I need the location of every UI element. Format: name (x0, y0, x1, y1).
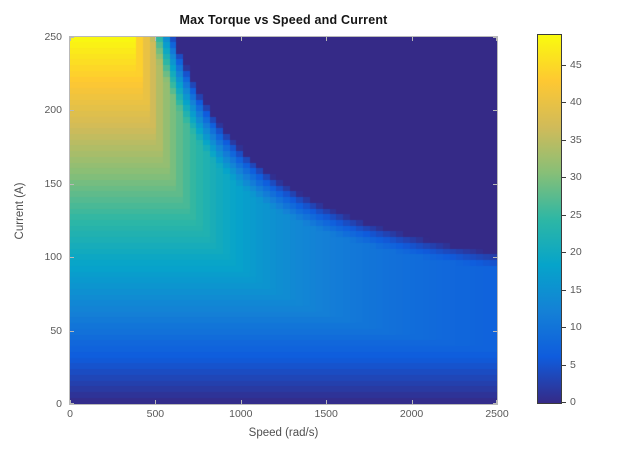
x-tick-label: 2500 (485, 408, 509, 420)
axis-tickmark (70, 257, 74, 258)
colorbar (537, 34, 562, 404)
colorbar-tickmark (562, 215, 566, 216)
axis-tickmark (493, 331, 497, 332)
colorbar-tick-label: 0 (570, 396, 576, 408)
colorbar-tickmark (562, 177, 566, 178)
y-tick-label: 0 (56, 398, 62, 410)
x-tick-label: 0 (67, 408, 73, 420)
chart-title: Max Torque vs Speed and Current (179, 13, 388, 27)
colorbar-tickmark (562, 102, 566, 103)
colorbar-tick-label: 5 (570, 358, 576, 371)
colorbar-tickmark (562, 365, 566, 366)
axis-tickmark (326, 400, 327, 404)
axis-tickmark (70, 331, 74, 332)
axis-tickmark (70, 184, 74, 185)
colorbar-tick-label: 45 (570, 58, 582, 71)
y-tick-label: 50 (50, 324, 62, 337)
axis-tickmark (493, 37, 497, 38)
axis-tickmark (241, 37, 242, 41)
colorbar-tick-label: 15 (570, 283, 582, 296)
y-tick-label: 250 (44, 31, 62, 43)
axis-tickmark (326, 37, 327, 41)
y-tick-label: 150 (44, 177, 62, 190)
axis-tickmark (70, 400, 71, 404)
axis-tickmark (70, 110, 74, 111)
axis-tickmark (412, 400, 413, 404)
axis-tickmark (496, 400, 497, 404)
y-tick-label: 200 (44, 104, 62, 117)
axis-tickmark (70, 37, 74, 38)
axis-tickmark (493, 403, 497, 404)
colorbar-tick-label: 20 (570, 246, 582, 259)
axis-tickmark (412, 37, 413, 41)
colorbar-tick-label: 25 (570, 208, 582, 221)
x-axis-label: Speed (rad/s) (248, 427, 319, 439)
x-tick-label: 2000 (399, 408, 424, 420)
colorbar-tick-label: 10 (570, 321, 582, 334)
x-tick-label: 500 (146, 408, 165, 420)
colorbar-tickmark (562, 65, 566, 66)
colorbar-tickmark (562, 140, 566, 141)
axis-tickmark (493, 184, 497, 185)
colorbar-tickmark (562, 252, 566, 253)
axis-tickmark (241, 400, 242, 404)
y-tick-label: 100 (44, 251, 62, 264)
axis-tickmark (155, 400, 156, 404)
y-axis-label: Current (A) (14, 182, 26, 240)
plot-area (69, 36, 498, 405)
colorbar-tickmark (562, 327, 566, 328)
colorbar-tickmark (562, 290, 566, 291)
x-tick-label: 1500 (314, 408, 338, 420)
axis-tickmark (70, 403, 74, 404)
axis-tickmark (496, 37, 497, 41)
colorbar-tick-label: 35 (570, 133, 582, 146)
axis-tickmark (493, 257, 497, 258)
heatmap-canvas (70, 37, 497, 404)
axis-tickmark (493, 110, 497, 111)
axis-tickmark (70, 37, 71, 41)
axis-tickmark (155, 37, 156, 41)
colorbar-tick-label: 30 (570, 171, 582, 184)
x-tick-label: 1000 (229, 408, 253, 420)
colorbar-tickmark (562, 402, 566, 403)
colorbar-tick-label: 40 (570, 96, 582, 109)
